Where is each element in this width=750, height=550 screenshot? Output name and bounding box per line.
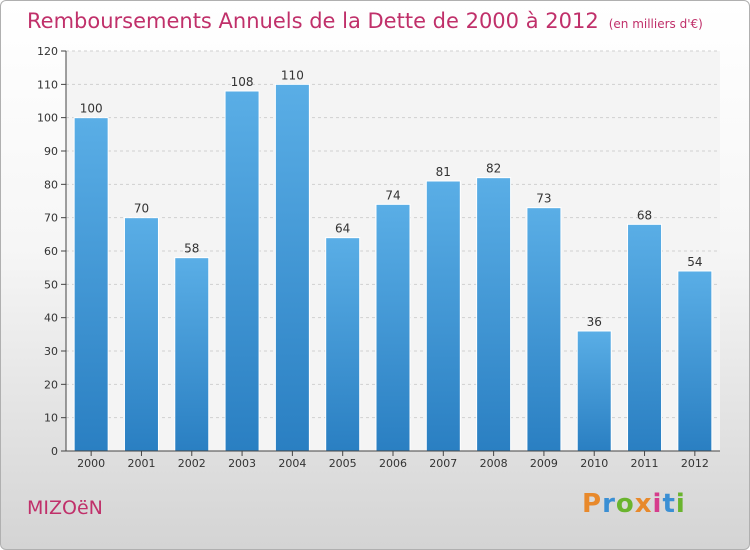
data-labels: 100 70 58 108 110 64 74 81 82 73 36 68 54 xyxy=(80,68,703,329)
y-tick-label: 100 xyxy=(37,112,58,125)
bar xyxy=(526,207,562,452)
x-axis: 2000 2001 2002 2003 2004 2005 2006 2007 2008 2009… xyxy=(66,450,720,470)
logo-letter: r xyxy=(602,489,616,519)
y-tick-label: 60 xyxy=(44,245,58,258)
bar-value-label: 73 xyxy=(536,192,551,206)
x-tick-label: 2005 xyxy=(329,457,357,470)
bar-value-label: 110 xyxy=(281,68,304,82)
y-tick-label: 40 xyxy=(44,312,58,325)
x-tick-label: 2007 xyxy=(429,457,457,470)
y-tick-label: 110 xyxy=(37,78,58,91)
y-tick-label: 120 xyxy=(37,45,58,58)
bar xyxy=(576,330,612,452)
x-tick-label: 2000 xyxy=(77,457,105,470)
bar xyxy=(677,270,713,452)
bar-value-label: 81 xyxy=(436,165,451,179)
y-tick-label: 80 xyxy=(44,178,58,191)
bar xyxy=(274,83,310,452)
town-name: MIZOëN xyxy=(27,497,103,519)
logo-letter: i xyxy=(652,489,663,519)
x-tick-label: 2012 xyxy=(681,457,709,470)
chart-title-block: Remboursements Annuels de la Dette de 20… xyxy=(27,9,703,33)
x-tick-label: 2010 xyxy=(580,457,608,470)
bar xyxy=(325,237,361,452)
bar-value-label: 68 xyxy=(637,208,652,222)
bar xyxy=(627,223,663,452)
bar xyxy=(123,217,159,452)
proxiti-logo: Proxiti xyxy=(582,489,686,519)
y-tick-label: 0 xyxy=(51,445,58,458)
x-tick-label: 2002 xyxy=(178,457,206,470)
bar-value-label: 74 xyxy=(385,188,400,202)
bar-value-label: 100 xyxy=(80,102,103,116)
bar xyxy=(476,177,512,452)
bar-value-label: 64 xyxy=(335,222,350,236)
bar xyxy=(375,203,411,452)
x-tick-label: 2009 xyxy=(530,457,558,470)
chart-subtitle: (en milliers d'€) xyxy=(608,17,703,31)
x-tick-label: 2011 xyxy=(631,457,659,470)
bar-value-label: 82 xyxy=(486,162,501,176)
logo-letter: x xyxy=(634,489,653,519)
y-tick-label: 20 xyxy=(44,378,58,391)
bars xyxy=(73,83,713,452)
logo-letter: P xyxy=(582,489,603,519)
y-tick-label: 70 xyxy=(44,212,58,225)
bar xyxy=(174,257,210,452)
y-tick-label: 10 xyxy=(44,412,58,425)
x-tick-label: 2003 xyxy=(228,457,256,470)
y-tick-label: 30 xyxy=(44,345,58,358)
bar-value-label: 54 xyxy=(687,255,702,269)
logo-letter: i xyxy=(675,489,686,519)
bar-value-label: 70 xyxy=(134,202,149,216)
x-tick-label: 2006 xyxy=(379,457,407,470)
logo-letter: t xyxy=(662,489,676,519)
bar-value-label: 108 xyxy=(231,75,254,89)
chart-title: Remboursements Annuels de la Dette de 20… xyxy=(27,9,599,33)
y-tick-label: 90 xyxy=(44,145,58,158)
y-axis: 0 10 20 30 40 50 60 70 80 90 100 110 120 xyxy=(37,45,67,458)
bar-value-label: 36 xyxy=(587,315,602,329)
bar xyxy=(73,117,109,452)
bar xyxy=(224,90,260,452)
x-tick-label: 2008 xyxy=(480,457,508,470)
bar-value-label: 58 xyxy=(184,242,199,256)
y-tick-label: 50 xyxy=(44,278,58,291)
logo-letter: o xyxy=(615,489,635,519)
bar xyxy=(425,180,461,452)
x-tick-label: 2004 xyxy=(278,457,306,470)
x-tick-label: 2001 xyxy=(127,457,155,470)
